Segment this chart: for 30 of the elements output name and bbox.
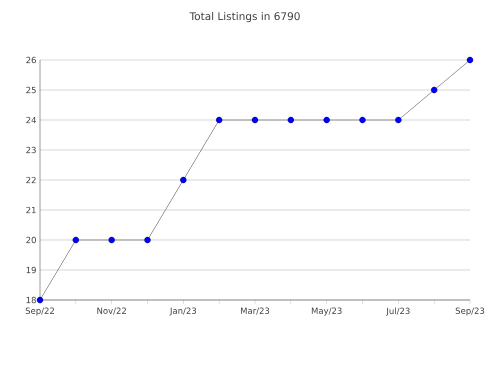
point <box>36 296 44 304</box>
point <box>180 176 187 184</box>
point <box>288 116 294 124</box>
point <box>216 116 222 124</box>
point <box>395 116 402 124</box>
x-tick-label: Sep/22 <box>26 308 54 316</box>
y-tick-label: 26 <box>26 56 36 64</box>
point <box>72 236 80 244</box>
y-tick-label: 22 <box>26 176 36 184</box>
x-tick-label: Mar/23 <box>240 308 270 315</box>
point <box>323 116 330 124</box>
x-tick-label: Nov/22 <box>97 308 126 315</box>
x-tick-label: Jan/23 <box>170 308 196 316</box>
x-tick-label: May/23 <box>312 308 342 316</box>
y-tick-label: 23 <box>26 146 36 154</box>
x-tick-label: Sep/23 <box>456 308 484 316</box>
y-tick-label: 19 <box>26 266 36 274</box>
y-tick-label: 21 <box>26 206 36 214</box>
y-tick-label: 25 <box>26 86 36 94</box>
point <box>108 236 115 244</box>
point <box>144 236 151 244</box>
y-tick-label: 18 <box>26 296 36 304</box>
point <box>252 116 258 124</box>
y-tick-label: 24 <box>26 116 36 124</box>
x-tick-label: Jul/23 <box>386 308 410 316</box>
y-tick-label: 20 <box>26 236 36 244</box>
point <box>359 116 366 124</box>
point <box>466 56 474 64</box>
chart-title: Total Listings in 6790 <box>190 12 300 22</box>
point <box>430 86 438 94</box>
